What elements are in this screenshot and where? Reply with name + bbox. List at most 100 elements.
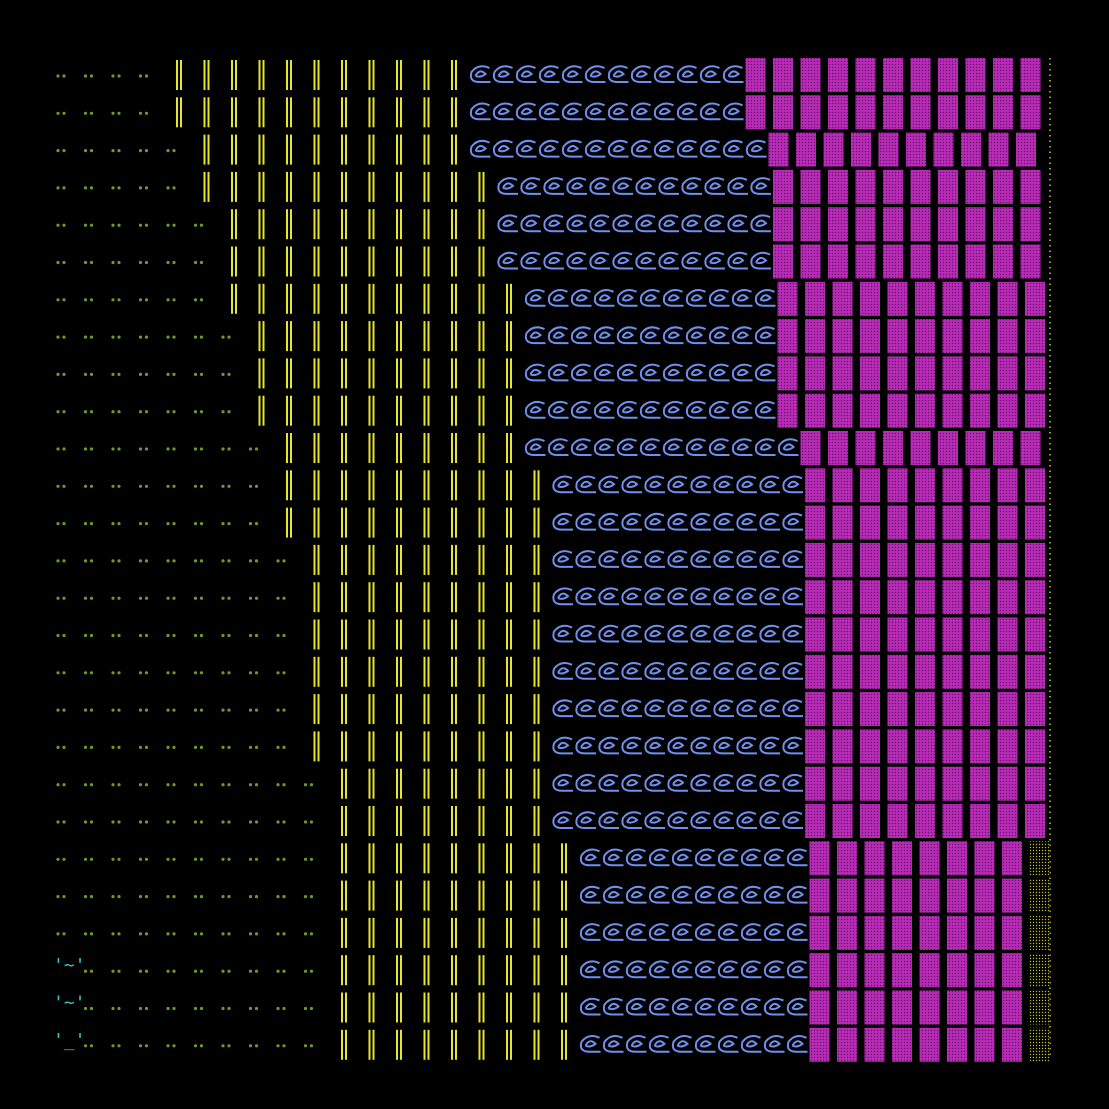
dot [111, 186, 115, 190]
box [828, 431, 848, 465]
curl [736, 587, 757, 606]
dot [89, 895, 94, 899]
bar [482, 544, 485, 575]
bar [400, 619, 402, 650]
bar [537, 955, 540, 986]
dot [199, 559, 204, 563]
dot [199, 298, 204, 302]
box [832, 617, 853, 652]
bar [290, 97, 292, 128]
bar [231, 209, 233, 240]
dot [172, 633, 176, 638]
dot [227, 857, 231, 861]
bar [341, 955, 343, 986]
dot [193, 1006, 198, 1011]
dot [111, 260, 115, 265]
dot [117, 633, 121, 638]
curl [524, 289, 546, 307]
curl [671, 960, 693, 979]
bar [396, 507, 398, 538]
bar [207, 171, 210, 202]
dot [83, 857, 88, 861]
bar [368, 1029, 371, 1060]
bar [203, 60, 206, 90]
box [851, 132, 871, 167]
box [805, 692, 825, 727]
curl [676, 65, 698, 83]
dot [144, 708, 149, 712]
bar [368, 283, 371, 314]
curl [717, 885, 739, 904]
dot [227, 484, 231, 488]
dot [254, 522, 259, 526]
curl [694, 960, 716, 979]
dot [199, 484, 204, 488]
curl [786, 848, 808, 867]
box [805, 505, 825, 540]
bar [176, 97, 178, 128]
bar [533, 507, 536, 538]
dot [138, 149, 143, 153]
dot [56, 410, 60, 414]
curl [713, 662, 734, 680]
dot [172, 260, 176, 265]
box [805, 319, 825, 354]
box [860, 319, 880, 354]
curl [740, 885, 762, 904]
curl [708, 438, 730, 456]
dot [56, 671, 60, 675]
box [878, 132, 899, 167]
bar [317, 582, 320, 613]
bar [506, 582, 508, 613]
box [915, 580, 935, 615]
curl [731, 363, 753, 382]
dot [193, 559, 198, 563]
bar [427, 544, 430, 575]
dot [199, 335, 204, 339]
dot [254, 857, 259, 861]
bar [368, 470, 371, 501]
box [823, 132, 844, 167]
bar [317, 209, 320, 240]
curl [667, 773, 688, 792]
bar [341, 246, 343, 277]
dot [83, 223, 88, 227]
curl [639, 326, 661, 345]
curl [566, 214, 587, 233]
box [860, 393, 880, 428]
curl [552, 811, 573, 829]
curl [575, 624, 596, 643]
bar [396, 246, 398, 277]
dot [282, 932, 286, 936]
dot [227, 745, 231, 750]
bar [506, 283, 508, 314]
box [942, 804, 963, 838]
dot [111, 298, 115, 302]
dot [166, 820, 170, 824]
dot [276, 969, 280, 973]
bar [313, 507, 316, 538]
dot [138, 1006, 143, 1011]
dot [172, 447, 176, 451]
box [855, 207, 876, 242]
box [938, 207, 958, 242]
box [805, 393, 825, 428]
dot [227, 1006, 231, 1011]
curl [722, 65, 744, 83]
curl [497, 251, 518, 270]
curl [625, 997, 647, 1016]
box [883, 95, 903, 130]
curl [667, 475, 688, 494]
dot [89, 410, 94, 414]
bar [533, 619, 536, 650]
bar [451, 470, 453, 501]
bar [561, 880, 563, 911]
bar [510, 544, 512, 575]
bar [345, 619, 347, 650]
bar [372, 395, 375, 426]
bar [368, 768, 371, 799]
curl [759, 512, 780, 531]
dot [282, 857, 286, 861]
bar [368, 544, 371, 575]
box [828, 207, 848, 242]
